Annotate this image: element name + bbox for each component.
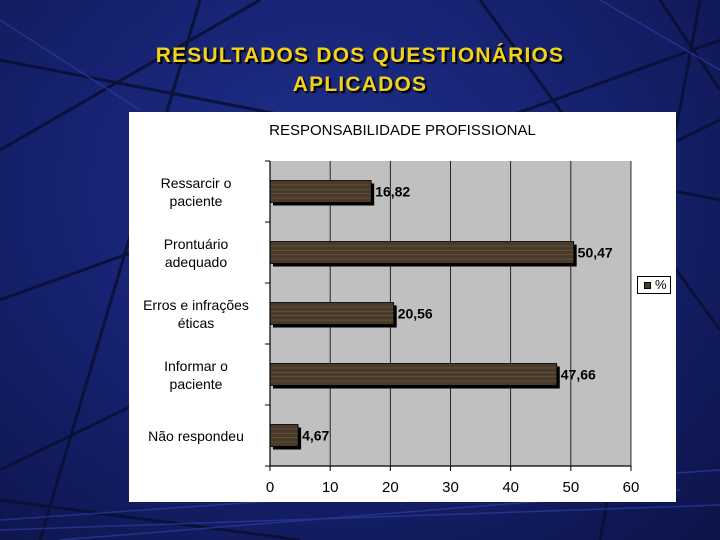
- data-label: 47,66: [561, 367, 596, 383]
- x-tick-label: 10: [322, 479, 339, 496]
- x-tick-label: 40: [502, 479, 519, 496]
- category-label: Erros e infrações éticas: [143, 296, 249, 331]
- data-label: 4,67: [302, 428, 329, 444]
- chart-title: RESPONSABILIDADE PROFISSIONAL: [269, 122, 536, 139]
- slide-title: RESULTADOS DOS QUESTIONÁRIOS APLICADOS: [0, 41, 720, 99]
- legend-label: %: [655, 277, 667, 292]
- legend-swatch: [644, 282, 651, 289]
- bar: [269, 302, 395, 325]
- bar-chart: 0 10 20 30 40 50 60 16,82 50,47 20,56 47,66 4,67: [265, 160, 640, 496]
- chart-panel: 0 10 20 30 40 50 60 16,82 50,47 20,56 47,66 4,67 RE…: [129, 112, 676, 502]
- category-label: Ressarcir o paciente: [160, 174, 232, 209]
- data-label: 50,47: [578, 245, 613, 261]
- x-tick-label: 20: [382, 479, 399, 496]
- bar: [269, 241, 575, 264]
- data-label: 20,56: [398, 306, 433, 322]
- category-label: Prontuário adequado: [163, 235, 229, 270]
- x-tick-label: 50: [562, 479, 579, 496]
- category-label: Não respondeu: [148, 427, 244, 444]
- slide-title-line-2: APLICADOS: [292, 73, 428, 96]
- bar: [269, 180, 372, 203]
- slide-title-line-1: RESULTADOS DOS QUESTIONÁRIOS: [155, 44, 565, 67]
- bar: [269, 424, 299, 447]
- x-tick-label: 60: [623, 479, 640, 496]
- data-label: 16,82: [375, 184, 410, 200]
- bar: [269, 363, 558, 386]
- x-tick-label: 0: [266, 479, 274, 496]
- x-tick-label: 30: [442, 479, 459, 496]
- chart-legend: %: [637, 276, 671, 294]
- category-label: Informar o paciente: [164, 357, 228, 392]
